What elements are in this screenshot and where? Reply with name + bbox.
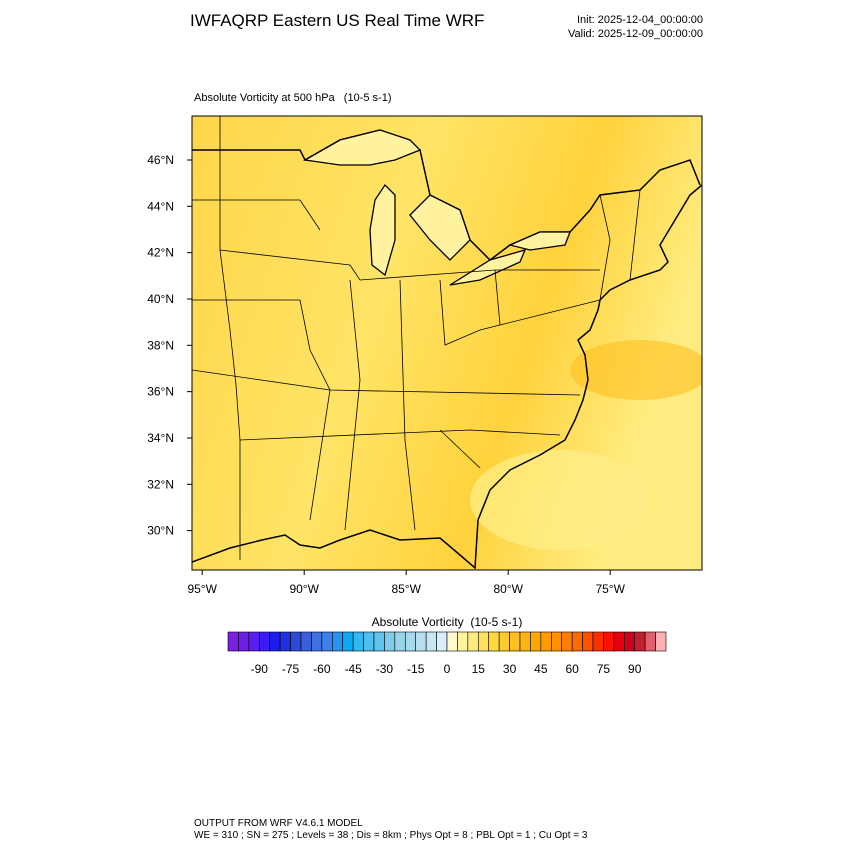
map	[192, 116, 702, 570]
colorbar-box	[467, 631, 479, 652]
colorbar-label: -45	[344, 662, 362, 676]
colorbar-box	[540, 631, 552, 652]
colorbar-box	[384, 631, 396, 652]
colorbar-box	[352, 631, 364, 652]
x-tick-label: 90°W	[289, 582, 319, 596]
colorbar-title: Absolute Vorticity (10-5 s-1)	[372, 615, 523, 629]
colorbar-box	[488, 631, 500, 652]
colorbar-box	[498, 631, 510, 652]
init-time: Init: 2025-12-04_00:00:00	[577, 14, 703, 26]
colorbar-box	[258, 631, 271, 652]
x-tick-label: 75°W	[595, 582, 625, 596]
lake-erie	[449, 249, 527, 286]
colorbar-box	[582, 631, 594, 652]
colorbar-box	[655, 631, 667, 652]
lake-huron	[409, 194, 471, 261]
colorbar-box	[603, 631, 615, 652]
y-tick-label: 36°N	[147, 385, 174, 399]
footer-line: WE = 310 ; SN = 275 ; Levels = 38 ; Dis …	[194, 830, 588, 841]
state-borders	[192, 116, 641, 560]
lake-michigan	[369, 183, 396, 277]
coastline	[192, 184, 702, 570]
colorbar-box	[290, 631, 302, 652]
y-tick-label: 46°N	[147, 153, 174, 167]
colorbar-label: -90	[251, 662, 269, 676]
colorbar-box	[331, 631, 344, 652]
colorbar-label: -15	[407, 662, 425, 676]
y-tick-label: 38°N	[147, 338, 174, 352]
colorbar-box	[592, 631, 604, 652]
colorbar-box	[321, 631, 333, 652]
colorbar-label: 15	[472, 662, 486, 676]
colorbar-label: 60	[565, 662, 579, 676]
colorbar-label: 45	[534, 662, 548, 676]
y-tick-label: 32°N	[147, 477, 174, 491]
colorbar-box	[238, 631, 250, 652]
y-tick-label: 44°N	[147, 199, 174, 213]
colorbar-box	[269, 631, 281, 652]
y-tick-label: 34°N	[147, 431, 174, 445]
colorbar-box	[530, 631, 542, 652]
colorbar-label: -75	[282, 662, 300, 676]
title: IWFAQRP Eastern US Real Time WRF	[190, 11, 484, 30]
x-tick-label: 95°W	[187, 582, 217, 596]
colorbar-label: 90	[628, 662, 642, 676]
y-tick-label: 30°N	[147, 524, 174, 538]
lake-superior	[303, 129, 422, 166]
colorbar-box	[634, 631, 646, 652]
panel-title: Absolute Vorticity at 500 hPa (10-5 s-1)	[194, 92, 392, 104]
colorbar-box	[363, 631, 375, 652]
colorbar-label: 0	[444, 662, 451, 676]
colorbar-box	[279, 631, 291, 652]
map-frame	[191, 115, 703, 571]
colorbar-box	[519, 631, 531, 652]
colorbar-box	[425, 631, 437, 652]
x-tick-label: 80°W	[493, 582, 523, 596]
valid-time: Valid: 2025-12-09_00:00:00	[568, 28, 703, 40]
field-patch	[470, 450, 650, 550]
colorbar-box	[457, 631, 469, 652]
colorbar-label: 30	[503, 662, 517, 676]
colorbar-box	[550, 631, 563, 652]
colorbar-box	[623, 631, 636, 652]
colorbar-box	[227, 631, 239, 652]
colorbar-box	[248, 631, 260, 652]
field-patch	[570, 340, 702, 400]
colorbar-box	[404, 631, 417, 652]
lake-ontario	[507, 231, 571, 251]
colorbar-box	[311, 631, 323, 652]
y-tick-label: 42°N	[147, 246, 174, 260]
colorbar-box	[436, 631, 448, 652]
colorbar-box	[644, 631, 656, 652]
footer-line: OUTPUT FROM WRF V4.6.1 MODEL	[194, 818, 363, 829]
colorbar-box	[561, 631, 573, 652]
colorbar-box	[300, 631, 312, 652]
colorbar-box	[342, 631, 354, 652]
colorbar-label: 75	[597, 662, 611, 676]
colorbar-label: -60	[313, 662, 331, 676]
colorbar-box	[373, 631, 385, 652]
colorbar-box	[571, 631, 583, 652]
colorbar-box	[415, 631, 427, 652]
colorbar-box	[509, 631, 521, 652]
colorbar-box	[394, 631, 406, 652]
x-tick-label: 85°W	[391, 582, 421, 596]
colorbar-label: -30	[376, 662, 394, 676]
colorbar-box	[613, 631, 625, 652]
colorbar-box	[477, 631, 490, 652]
y-tick-label: 40°N	[147, 292, 174, 306]
colorbar-box	[446, 631, 458, 652]
